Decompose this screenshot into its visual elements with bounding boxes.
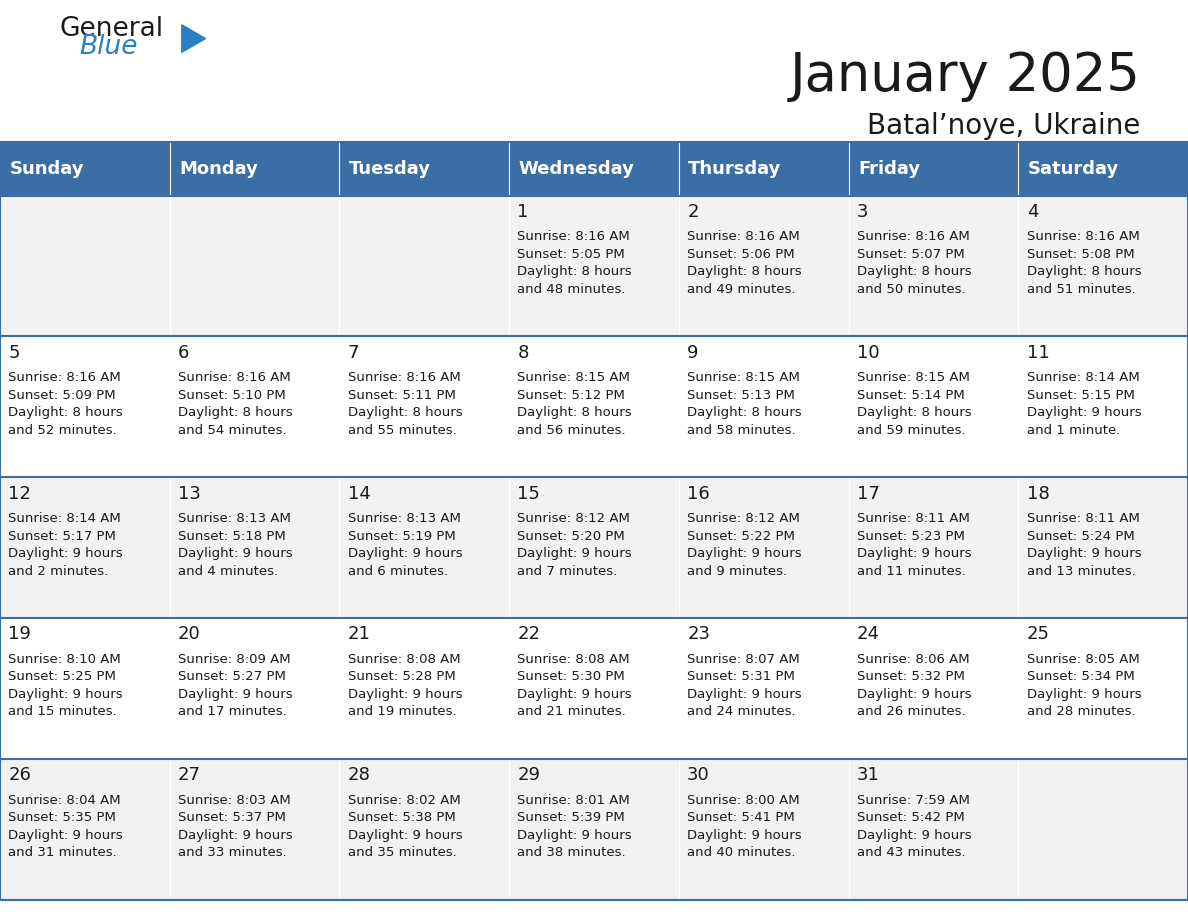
Text: Friday: Friday xyxy=(858,160,921,178)
Text: Sunrise: 8:04 AM
Sunset: 5:35 PM
Daylight: 9 hours
and 31 minutes.: Sunrise: 8:04 AM Sunset: 5:35 PM Dayligh… xyxy=(8,794,122,859)
Text: 8: 8 xyxy=(518,343,529,362)
Text: Sunday: Sunday xyxy=(10,160,84,178)
Text: 3: 3 xyxy=(857,203,868,221)
Text: Wednesday: Wednesday xyxy=(519,160,634,178)
Text: 22: 22 xyxy=(518,625,541,644)
Text: 9: 9 xyxy=(687,343,699,362)
Bar xyxy=(0,142,1188,196)
Text: Thursday: Thursday xyxy=(688,160,782,178)
Text: Batal’noye, Ukraine: Batal’noye, Ukraine xyxy=(867,112,1140,140)
Bar xyxy=(0,759,1188,900)
Text: 1: 1 xyxy=(518,203,529,221)
Text: 4: 4 xyxy=(1026,203,1038,221)
Text: Sunrise: 8:08 AM
Sunset: 5:28 PM
Daylight: 9 hours
and 19 minutes.: Sunrise: 8:08 AM Sunset: 5:28 PM Dayligh… xyxy=(348,653,462,719)
Text: 19: 19 xyxy=(8,625,31,644)
Bar xyxy=(0,196,1188,336)
Text: 13: 13 xyxy=(178,485,201,502)
Text: 28: 28 xyxy=(348,767,371,784)
Text: Sunrise: 8:08 AM
Sunset: 5:30 PM
Daylight: 9 hours
and 21 minutes.: Sunrise: 8:08 AM Sunset: 5:30 PM Dayligh… xyxy=(518,653,632,719)
Polygon shape xyxy=(182,25,206,52)
Text: 17: 17 xyxy=(857,485,880,502)
Text: Sunrise: 8:09 AM
Sunset: 5:27 PM
Daylight: 9 hours
and 17 minutes.: Sunrise: 8:09 AM Sunset: 5:27 PM Dayligh… xyxy=(178,653,292,719)
Text: 31: 31 xyxy=(857,767,880,784)
Text: Sunrise: 8:16 AM
Sunset: 5:07 PM
Daylight: 8 hours
and 50 minutes.: Sunrise: 8:16 AM Sunset: 5:07 PM Dayligh… xyxy=(857,230,972,296)
Text: General: General xyxy=(59,17,164,42)
Text: 7: 7 xyxy=(348,343,359,362)
Bar xyxy=(0,336,1188,477)
Text: 5: 5 xyxy=(8,343,20,362)
Text: Sunrise: 8:15 AM
Sunset: 5:13 PM
Daylight: 8 hours
and 58 minutes.: Sunrise: 8:15 AM Sunset: 5:13 PM Dayligh… xyxy=(687,371,802,437)
Text: Saturday: Saturday xyxy=(1028,160,1119,178)
Text: Sunrise: 8:07 AM
Sunset: 5:31 PM
Daylight: 9 hours
and 24 minutes.: Sunrise: 8:07 AM Sunset: 5:31 PM Dayligh… xyxy=(687,653,802,719)
Text: Sunrise: 8:02 AM
Sunset: 5:38 PM
Daylight: 9 hours
and 35 minutes.: Sunrise: 8:02 AM Sunset: 5:38 PM Dayligh… xyxy=(348,794,462,859)
Text: 11: 11 xyxy=(1026,343,1049,362)
Text: 14: 14 xyxy=(348,485,371,502)
Text: Sunrise: 8:01 AM
Sunset: 5:39 PM
Daylight: 9 hours
and 38 minutes.: Sunrise: 8:01 AM Sunset: 5:39 PM Dayligh… xyxy=(518,794,632,859)
Text: 16: 16 xyxy=(687,485,710,502)
Text: Sunrise: 8:12 AM
Sunset: 5:20 PM
Daylight: 9 hours
and 7 minutes.: Sunrise: 8:12 AM Sunset: 5:20 PM Dayligh… xyxy=(518,512,632,577)
Text: Sunrise: 8:15 AM
Sunset: 5:12 PM
Daylight: 8 hours
and 56 minutes.: Sunrise: 8:15 AM Sunset: 5:12 PM Dayligh… xyxy=(518,371,632,437)
Text: Blue: Blue xyxy=(80,34,138,60)
Text: Sunrise: 8:10 AM
Sunset: 5:25 PM
Daylight: 9 hours
and 15 minutes.: Sunrise: 8:10 AM Sunset: 5:25 PM Dayligh… xyxy=(8,653,122,719)
Text: Sunrise: 8:00 AM
Sunset: 5:41 PM
Daylight: 9 hours
and 40 minutes.: Sunrise: 8:00 AM Sunset: 5:41 PM Dayligh… xyxy=(687,794,802,859)
Text: Tuesday: Tuesday xyxy=(349,160,431,178)
Text: Sunrise: 8:13 AM
Sunset: 5:19 PM
Daylight: 9 hours
and 6 minutes.: Sunrise: 8:13 AM Sunset: 5:19 PM Dayligh… xyxy=(348,512,462,577)
Text: Sunrise: 8:05 AM
Sunset: 5:34 PM
Daylight: 9 hours
and 28 minutes.: Sunrise: 8:05 AM Sunset: 5:34 PM Dayligh… xyxy=(1026,653,1142,719)
Text: 12: 12 xyxy=(8,485,31,502)
Text: 15: 15 xyxy=(518,485,541,502)
Text: 10: 10 xyxy=(857,343,879,362)
Text: Sunrise: 7:59 AM
Sunset: 5:42 PM
Daylight: 9 hours
and 43 minutes.: Sunrise: 7:59 AM Sunset: 5:42 PM Dayligh… xyxy=(857,794,972,859)
Text: 30: 30 xyxy=(687,767,710,784)
Text: 26: 26 xyxy=(8,767,31,784)
Text: 23: 23 xyxy=(687,625,710,644)
Text: Sunrise: 8:03 AM
Sunset: 5:37 PM
Daylight: 9 hours
and 33 minutes.: Sunrise: 8:03 AM Sunset: 5:37 PM Dayligh… xyxy=(178,794,292,859)
Text: 27: 27 xyxy=(178,767,201,784)
Text: Sunrise: 8:16 AM
Sunset: 5:06 PM
Daylight: 8 hours
and 49 minutes.: Sunrise: 8:16 AM Sunset: 5:06 PM Dayligh… xyxy=(687,230,802,296)
Text: Sunrise: 8:16 AM
Sunset: 5:09 PM
Daylight: 8 hours
and 52 minutes.: Sunrise: 8:16 AM Sunset: 5:09 PM Dayligh… xyxy=(8,371,122,437)
Text: Sunrise: 8:11 AM
Sunset: 5:24 PM
Daylight: 9 hours
and 13 minutes.: Sunrise: 8:11 AM Sunset: 5:24 PM Dayligh… xyxy=(1026,512,1142,577)
Text: 2: 2 xyxy=(687,203,699,221)
Text: 25: 25 xyxy=(1026,625,1050,644)
Text: Sunrise: 8:12 AM
Sunset: 5:22 PM
Daylight: 9 hours
and 9 minutes.: Sunrise: 8:12 AM Sunset: 5:22 PM Dayligh… xyxy=(687,512,802,577)
Text: Monday: Monday xyxy=(179,160,258,178)
Text: 18: 18 xyxy=(1026,485,1049,502)
Text: 21: 21 xyxy=(348,625,371,644)
Text: Sunrise: 8:15 AM
Sunset: 5:14 PM
Daylight: 8 hours
and 59 minutes.: Sunrise: 8:15 AM Sunset: 5:14 PM Dayligh… xyxy=(857,371,972,437)
Bar xyxy=(0,477,1188,618)
Text: 29: 29 xyxy=(518,767,541,784)
Text: Sunrise: 8:14 AM
Sunset: 5:17 PM
Daylight: 9 hours
and 2 minutes.: Sunrise: 8:14 AM Sunset: 5:17 PM Dayligh… xyxy=(8,512,122,577)
Text: Sunrise: 8:16 AM
Sunset: 5:05 PM
Daylight: 8 hours
and 48 minutes.: Sunrise: 8:16 AM Sunset: 5:05 PM Dayligh… xyxy=(518,230,632,296)
Text: Sunrise: 8:11 AM
Sunset: 5:23 PM
Daylight: 9 hours
and 11 minutes.: Sunrise: 8:11 AM Sunset: 5:23 PM Dayligh… xyxy=(857,512,972,577)
Text: Sunrise: 8:16 AM
Sunset: 5:10 PM
Daylight: 8 hours
and 54 minutes.: Sunrise: 8:16 AM Sunset: 5:10 PM Dayligh… xyxy=(178,371,292,437)
Text: Sunrise: 8:16 AM
Sunset: 5:08 PM
Daylight: 8 hours
and 51 minutes.: Sunrise: 8:16 AM Sunset: 5:08 PM Dayligh… xyxy=(1026,230,1142,296)
Text: Sunrise: 8:06 AM
Sunset: 5:32 PM
Daylight: 9 hours
and 26 minutes.: Sunrise: 8:06 AM Sunset: 5:32 PM Dayligh… xyxy=(857,653,972,719)
Text: Sunrise: 8:16 AM
Sunset: 5:11 PM
Daylight: 8 hours
and 55 minutes.: Sunrise: 8:16 AM Sunset: 5:11 PM Dayligh… xyxy=(348,371,462,437)
Text: 24: 24 xyxy=(857,625,880,644)
Text: 20: 20 xyxy=(178,625,201,644)
Text: 6: 6 xyxy=(178,343,189,362)
Bar xyxy=(0,618,1188,759)
Bar xyxy=(0,142,1188,900)
Text: January 2025: January 2025 xyxy=(790,50,1140,103)
Text: Sunrise: 8:14 AM
Sunset: 5:15 PM
Daylight: 9 hours
and 1 minute.: Sunrise: 8:14 AM Sunset: 5:15 PM Dayligh… xyxy=(1026,371,1142,437)
Text: Sunrise: 8:13 AM
Sunset: 5:18 PM
Daylight: 9 hours
and 4 minutes.: Sunrise: 8:13 AM Sunset: 5:18 PM Dayligh… xyxy=(178,512,292,577)
